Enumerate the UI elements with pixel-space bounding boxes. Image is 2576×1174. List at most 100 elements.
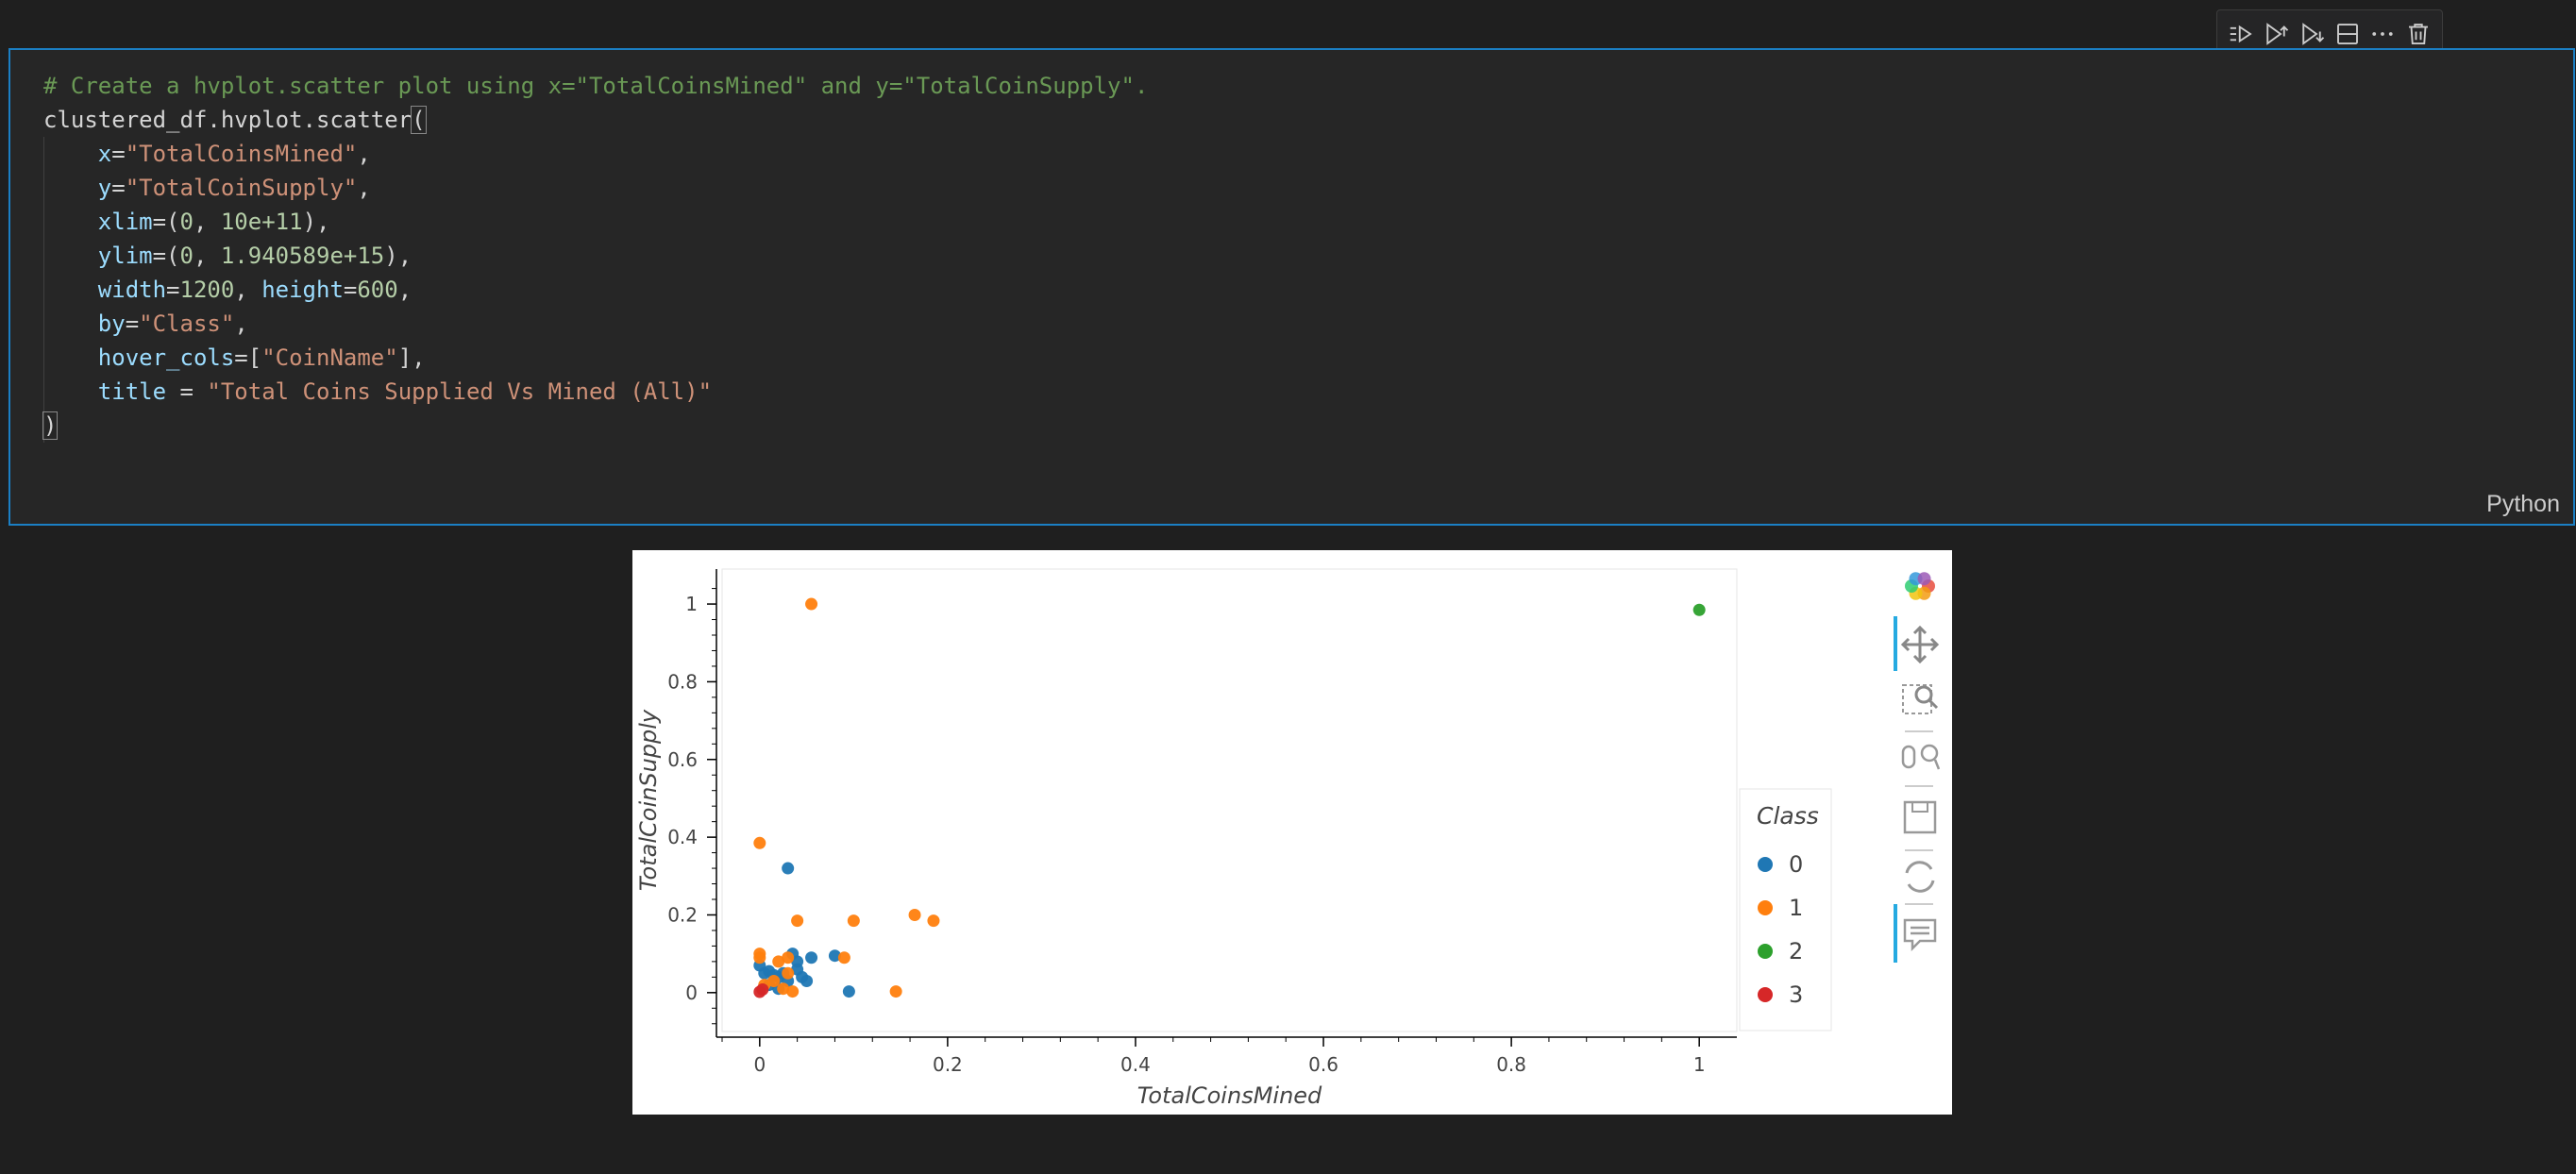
code-token: height [261, 277, 344, 303]
code-editor[interactable]: # Create a hvplot.scatter plot using x="… [42, 69, 1149, 443]
code-line: x="TotalCoinsMined", [43, 137, 1148, 171]
y-tick-label: 0.8 [667, 670, 698, 693]
data-point-class-1 [777, 982, 790, 996]
data-point-class-1 [753, 836, 766, 849]
legend-label: 1 [1789, 895, 1803, 921]
code-token [43, 141, 98, 167]
code-token: = [111, 175, 126, 201]
code-token: y [97, 175, 112, 201]
bokeh-logo-icon [1917, 572, 1931, 586]
language-label[interactable]: Python [2486, 491, 2560, 517]
wheel-zoom-icon [1901, 745, 1916, 769]
data-point-class-0 [800, 974, 814, 987]
reset-icon [1905, 861, 1935, 893]
code-token: , [357, 141, 371, 167]
data-point-class-1 [767, 974, 781, 987]
data-point-class-0 [782, 862, 795, 875]
code-token: , [193, 243, 221, 269]
code-token: 0 [179, 209, 194, 235]
code-line: title = "Total Coins Supplied Vs Mined (… [43, 375, 1148, 409]
code-token: x [97, 141, 112, 167]
data-point-class-1 [786, 985, 800, 998]
hover-icon [1903, 918, 1937, 952]
x-tick-label: 0 [753, 1053, 766, 1076]
legend-label: 3 [1789, 981, 1803, 1008]
code-token: , [234, 310, 248, 337]
data-point-class-3 [756, 983, 769, 997]
data-point-class-1 [791, 914, 804, 928]
code-line: hover_cols=["CoinName"], [43, 341, 1148, 375]
code-line: ) [42, 409, 1148, 443]
data-point-class-1 [805, 597, 818, 611]
save-icon [1911, 801, 1928, 813]
code-token: title [97, 378, 167, 405]
code-token [43, 344, 98, 371]
code-cell[interactable]: # Create a hvplot.scatter plot using x="… [8, 48, 2575, 526]
x-tick-label: 0.4 [1120, 1053, 1151, 1076]
code-token: = [166, 277, 180, 303]
data-point-class-1 [772, 955, 785, 968]
code-token: by [97, 310, 126, 337]
save-icon [1903, 800, 1937, 834]
code-token: ) [42, 411, 59, 440]
code-token: ), [384, 243, 412, 269]
execute-below-icon[interactable] [2295, 17, 2329, 51]
run-by-line-icon[interactable] [2224, 17, 2258, 51]
data-point-class-1 [782, 951, 795, 964]
more-actions-icon[interactable] [2366, 17, 2399, 51]
code-token: =( [152, 209, 180, 235]
code-token [43, 175, 98, 201]
code-token: ], [397, 344, 426, 371]
code-token: hover_cols [97, 344, 235, 371]
legend-marker-class-1 [1758, 900, 1773, 915]
x-axis-title: TotalCoinsMined [1137, 1082, 1322, 1109]
code-line: clustered_df.hvplot.scatter( [43, 103, 1148, 137]
plot-frame [721, 568, 1738, 1032]
wheel-zoom-icon [1920, 744, 1939, 763]
y-tick-label: 1 [685, 593, 698, 615]
legend-title: Class [1757, 802, 1819, 830]
code-token: = [343, 277, 358, 303]
cell-output: 0 0.2 0.4 0.6 0.8 1 0 0.2 0.4 0.6 0.8 1 TotalCoinsMi… [632, 550, 1952, 1115]
code-token [43, 310, 98, 337]
code-token: =[ [234, 344, 262, 371]
code-token: = [166, 378, 208, 405]
y-tick-label: 0.4 [667, 826, 698, 848]
scatter-plot[interactable]: 0 0.2 0.4 0.6 0.8 1 0 0.2 0.4 0.6 0.8 1 TotalCoinsMi… [632, 550, 1952, 1115]
code-token: "CoinName" [261, 344, 398, 371]
x-tick-label: 1 [1693, 1053, 1706, 1076]
code-token: =( [152, 243, 180, 269]
data-point-class-0 [791, 963, 804, 976]
data-point-class-0 [842, 985, 855, 998]
execute-above-icon[interactable] [2259, 17, 2293, 51]
code-token: ylim [97, 243, 153, 269]
data-point-class-1 [837, 951, 850, 964]
legend-marker-class-2 [1758, 944, 1773, 959]
split-cell-icon[interactable] [2331, 17, 2365, 51]
code-token: width [97, 277, 167, 303]
legend-marker-class-3 [1758, 987, 1773, 1002]
active-tool-indicator [1894, 616, 1897, 671]
legend-marker-class-0 [1758, 857, 1773, 872]
x-tick-label: 0.2 [933, 1053, 963, 1076]
pan-icon [1900, 625, 1940, 664]
code-token [43, 243, 98, 269]
data-point-class-1 [927, 914, 940, 928]
active-tool-indicator [1894, 904, 1897, 963]
data-point-class-1 [753, 951, 766, 964]
code-token [43, 209, 98, 235]
x-tick-label: 0.8 [1496, 1053, 1526, 1076]
x-tick-label: 0.6 [1308, 1053, 1339, 1076]
code-token: = [125, 310, 140, 337]
code-line: width=1200, height=600, [43, 273, 1148, 307]
data-point-class-1 [908, 908, 921, 921]
legend-label: 2 [1789, 938, 1803, 964]
code-token: # Create a hvplot.scatter plot using x="… [43, 73, 1149, 99]
indent-guide [43, 137, 44, 443]
code-token: ( [411, 106, 427, 134]
delete-cell-icon[interactable] [2401, 17, 2435, 51]
box-zoom-icon [1928, 698, 1939, 710]
y-tick-label: 0 [685, 981, 698, 1004]
code-line: xlim=(0, 10e+11), [43, 205, 1148, 239]
data-point-class-1 [782, 966, 795, 980]
